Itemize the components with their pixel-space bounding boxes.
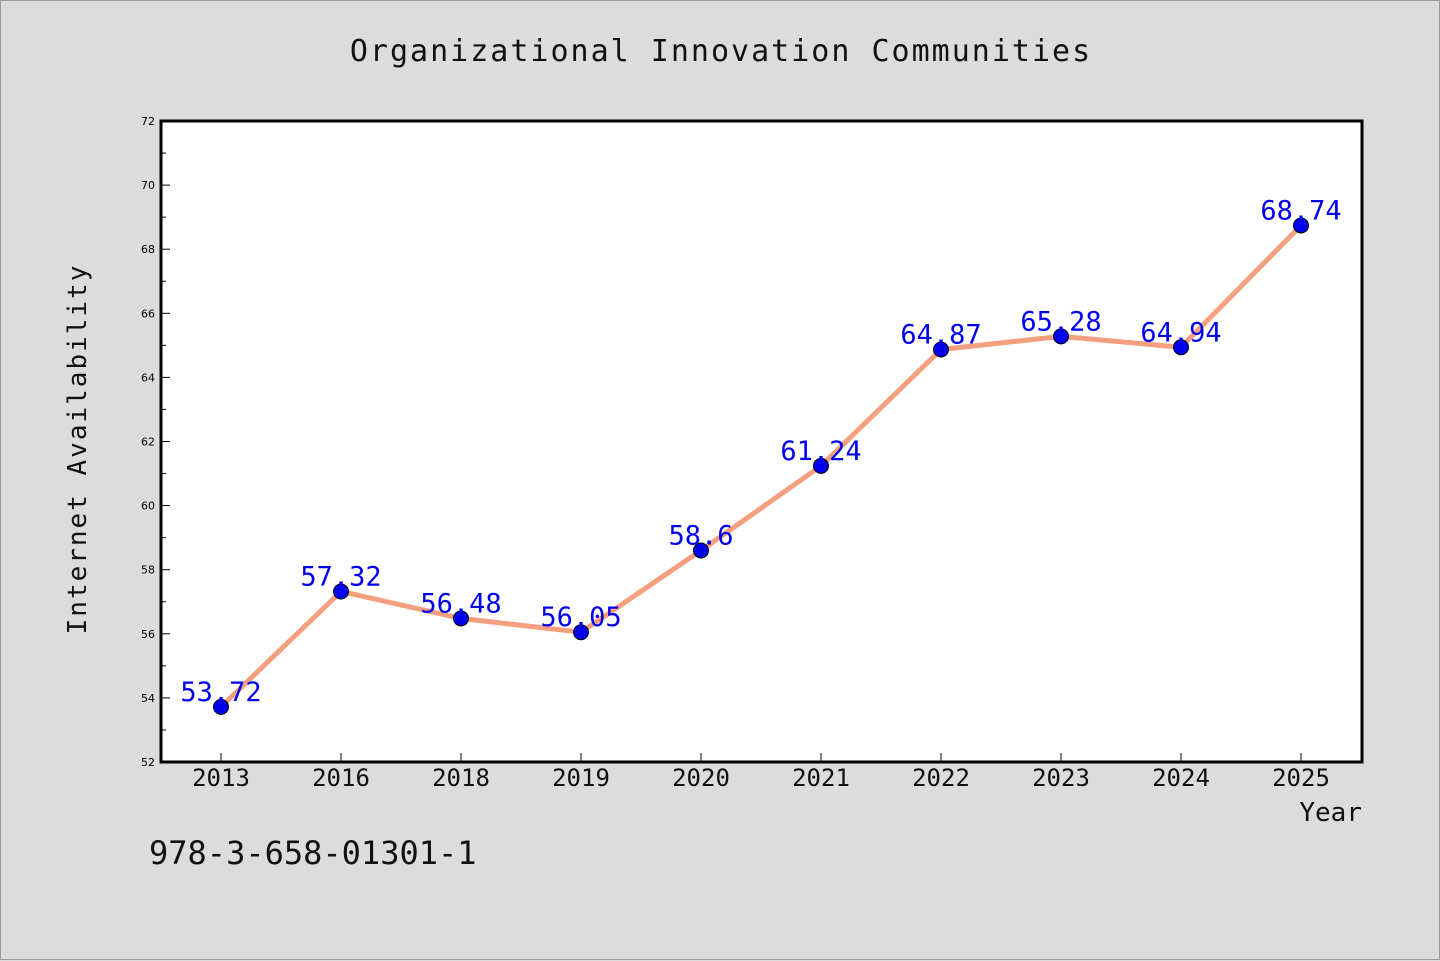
y-tick-label: 68: [141, 243, 155, 256]
data-point: [933, 341, 949, 358]
y-axis-label: Internet Availability: [63, 264, 93, 635]
x-tick-label: 2018: [432, 764, 490, 792]
y-tick-label: 52: [141, 756, 155, 769]
chart-title: Organizational Innovation Communities: [349, 34, 1093, 69]
y-tick-label: 64: [141, 371, 155, 384]
x-tick-label: 2024: [1152, 764, 1210, 792]
data-point: [1053, 328, 1069, 345]
y-tick-label: 70: [141, 179, 155, 192]
data-point: [1293, 217, 1309, 234]
data-point: [453, 610, 469, 627]
plot-area: [161, 121, 1362, 762]
y-tick-label: 60: [141, 500, 155, 513]
data-label: 53.72: [180, 677, 261, 708]
y-tick-label: 56: [141, 628, 155, 641]
y-tick-label: 72: [141, 115, 155, 128]
data-label: 56.48: [420, 588, 501, 619]
data-label: 61.24: [780, 436, 861, 467]
x-tick-label: 2025: [1272, 764, 1330, 792]
y-tick-label: 66: [141, 307, 155, 320]
data-point: [213, 698, 229, 715]
y-tick-label: 54: [141, 692, 155, 705]
x-tick-label: 2021: [792, 764, 850, 792]
data-label: 57.32: [300, 561, 381, 592]
data-point: [693, 542, 709, 559]
data-point: [573, 624, 589, 641]
x-tick-label: 2023: [1032, 764, 1090, 792]
data-label: 64.87: [900, 320, 981, 351]
x-axis-label: Year: [1299, 798, 1362, 828]
data-label: 64.94: [1140, 317, 1221, 348]
x-tick-label: 2013: [192, 764, 250, 792]
plot-border: [159, 119, 1364, 764]
data-point: [813, 457, 829, 474]
x-tick-label: 2019: [552, 764, 610, 792]
series-line: [218, 222, 1304, 710]
data-label: 58.6: [668, 520, 733, 551]
data-label: 65.28: [1020, 306, 1101, 337]
y-tick-label: 62: [141, 436, 155, 449]
x-tick-label: 2016: [312, 764, 370, 792]
y-tick-label: 58: [141, 564, 155, 577]
data-label: 56.05: [540, 602, 621, 633]
isbn-identifier: 978-3-658-01301-1: [149, 834, 477, 872]
x-tick-label: 2022: [912, 764, 970, 792]
data-label: 68.74: [1260, 195, 1341, 226]
data-point: [1173, 339, 1189, 356]
x-tick-label: 2020: [672, 764, 730, 792]
data-point: [333, 583, 349, 600]
